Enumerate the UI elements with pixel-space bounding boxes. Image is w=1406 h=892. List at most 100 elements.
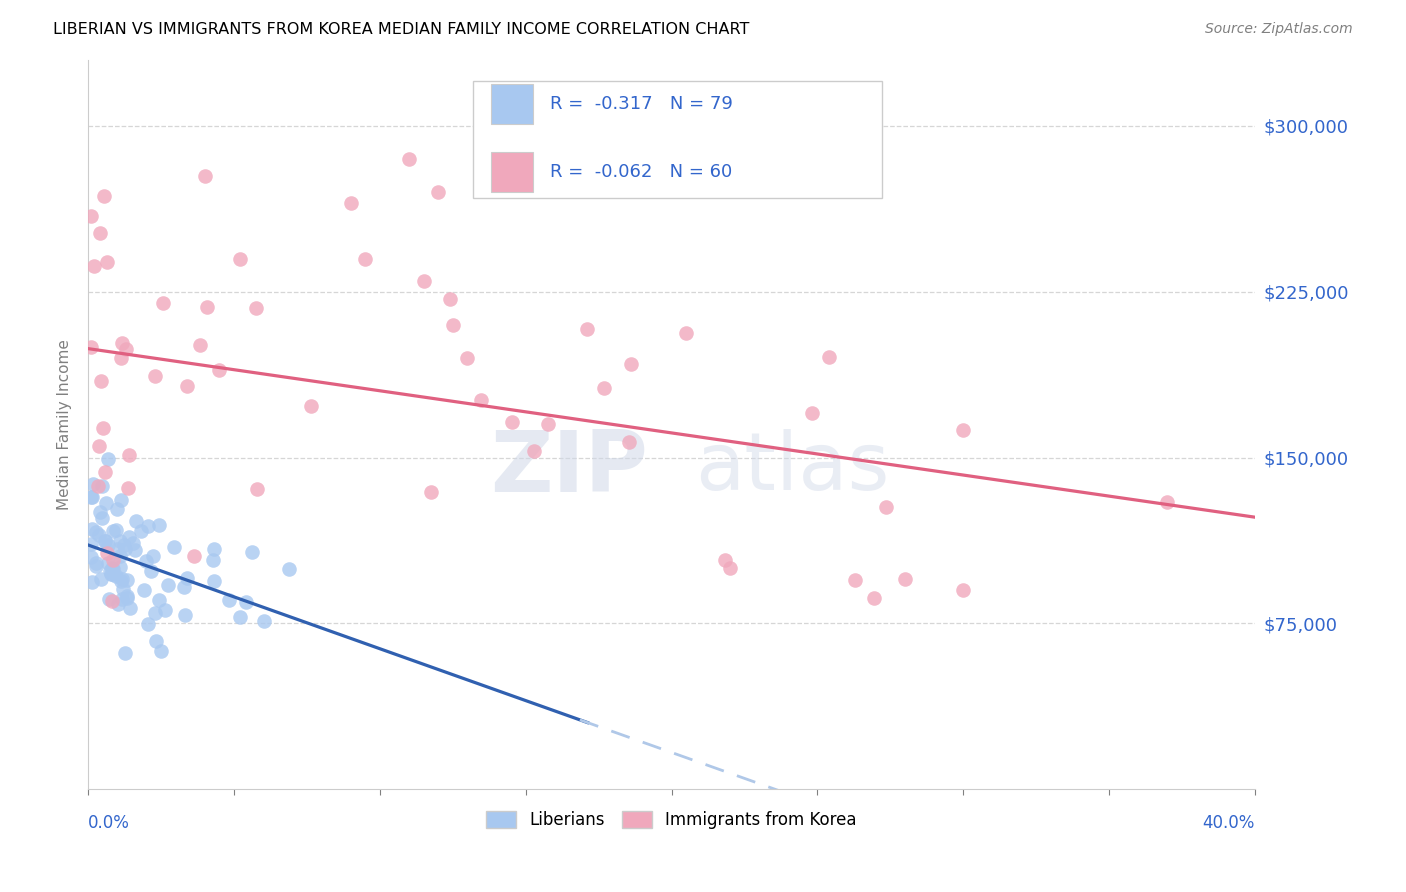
Text: LIBERIAN VS IMMIGRANTS FROM KOREA MEDIAN FAMILY INCOME CORRELATION CHART: LIBERIAN VS IMMIGRANTS FROM KOREA MEDIAN… (53, 22, 749, 37)
Point (188, 338, 211, 352)
Text: R =  -0.317   N = 79: R = -0.317 N = 79 (550, 95, 733, 113)
Point (108, 549, 131, 563)
Point (115, 590, 138, 604)
Point (82, 574, 104, 589)
Point (90, 478, 112, 492)
Point (354, 252, 377, 266)
Point (125, 514, 148, 528)
Point (208, 363, 231, 377)
Point (87, 479, 110, 493)
Point (176, 379, 198, 393)
Point (105, 501, 128, 516)
Point (218, 592, 240, 607)
Point (111, 336, 134, 351)
Point (90, 572, 112, 586)
Point (80, 550, 103, 565)
Point (117, 481, 139, 495)
Point (398, 152, 420, 166)
Point (94, 465, 117, 479)
Point (83, 259, 105, 273)
Point (713, 552, 735, 566)
Point (299, 399, 322, 413)
Text: R =  -0.062   N = 60: R = -0.062 N = 60 (550, 163, 733, 181)
Point (98, 564, 121, 578)
Point (523, 443, 546, 458)
Point (202, 574, 225, 589)
Point (245, 301, 267, 315)
Point (91, 511, 114, 525)
Point (420, 485, 443, 500)
Point (156, 578, 179, 592)
Point (91, 421, 114, 435)
Point (80, 209, 103, 223)
Point (124, 543, 146, 558)
Point (194, 169, 217, 183)
Point (195, 300, 218, 314)
Point (952, 583, 974, 598)
Point (136, 519, 159, 533)
Y-axis label: Median Family Income: Median Family Income (58, 339, 72, 510)
Point (93, 189, 115, 203)
Point (201, 553, 224, 567)
Point (80, 537, 103, 551)
Point (101, 567, 124, 582)
Point (952, 423, 974, 437)
Point (148, 518, 170, 533)
Point (441, 318, 464, 332)
Point (105, 523, 128, 537)
Point (101, 524, 124, 538)
Point (118, 601, 141, 615)
Point (112, 537, 135, 551)
Point (339, 196, 361, 211)
Point (863, 591, 886, 606)
Point (135, 553, 157, 567)
Point (253, 614, 276, 628)
Point (89, 505, 111, 519)
Point (115, 591, 138, 605)
Point (110, 574, 132, 589)
Point (111, 592, 134, 607)
FancyBboxPatch shape (474, 81, 882, 198)
Point (229, 609, 252, 624)
Point (93, 534, 115, 549)
Point (94, 533, 117, 548)
Point (894, 572, 917, 586)
Point (875, 500, 897, 514)
Point (110, 559, 132, 574)
Point (114, 343, 136, 357)
Point (152, 295, 174, 310)
Text: 0.0%: 0.0% (89, 814, 129, 832)
Point (80, 490, 103, 504)
Point (817, 350, 839, 364)
Point (439, 293, 461, 307)
Point (105, 569, 128, 583)
Point (139, 564, 162, 578)
Point (593, 381, 616, 395)
Point (114, 542, 136, 557)
Point (94, 496, 117, 510)
Point (115, 574, 138, 588)
Point (84, 559, 107, 574)
Point (675, 326, 697, 340)
Point (90, 374, 112, 388)
Point (100, 566, 122, 581)
Point (470, 392, 492, 407)
Point (101, 553, 124, 567)
Text: Source: ZipAtlas.com: Source: ZipAtlas.com (1205, 22, 1353, 37)
FancyBboxPatch shape (491, 153, 533, 192)
Point (143, 369, 166, 384)
Point (537, 417, 560, 431)
Text: atlas: atlas (695, 429, 889, 508)
Point (202, 541, 225, 556)
Point (80, 340, 103, 354)
Text: ZIP: ZIP (491, 426, 648, 509)
Point (96, 254, 118, 268)
Point (718, 561, 741, 575)
Legend: Liberians, Immigrants from Korea: Liberians, Immigrants from Korea (479, 804, 863, 836)
Point (97, 592, 120, 607)
Point (176, 572, 198, 586)
Point (82, 477, 104, 491)
Point (277, 562, 299, 576)
Point (80, 490, 103, 504)
Point (84, 557, 107, 571)
